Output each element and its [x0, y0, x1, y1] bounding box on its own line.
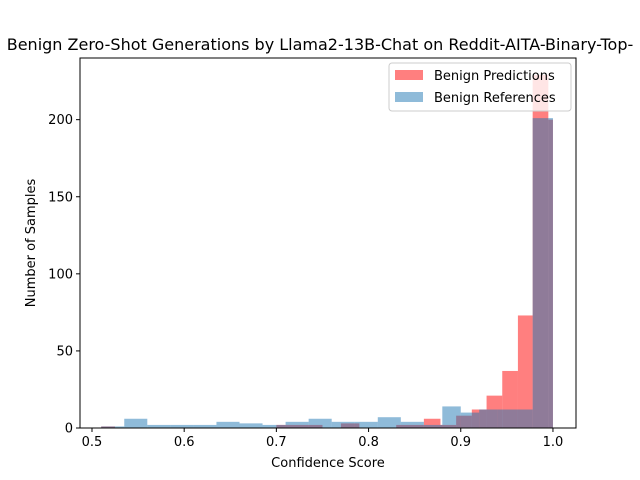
- histogram-bar: [239, 423, 263, 429]
- x-axis-ticks: 0.5 0.6 0.7 0.8 0.9 1.0: [82, 428, 564, 450]
- histogram-bar: [331, 421, 355, 428]
- legend-label-benign-references: Benign References: [434, 91, 556, 106]
- y-tick-label: 200: [48, 113, 73, 128]
- histogram-bar: [285, 421, 309, 428]
- histogram-bar: [442, 406, 461, 428]
- histogram-bar: [516, 409, 533, 428]
- y-axis-label: Number of Samples: [24, 179, 39, 308]
- histogram-bar: [193, 424, 217, 428]
- y-tick-label: 100: [48, 267, 73, 282]
- histogram-bar: [101, 426, 125, 428]
- series-benign-references: [101, 118, 553, 429]
- y-axis-ticks: 0 50 100 150 200: [48, 113, 80, 437]
- x-tick-label: 0.6: [174, 435, 195, 450]
- histogram-bar: [423, 418, 441, 428]
- legend-swatch-benign-references: [395, 92, 423, 102]
- histogram-bar: [124, 418, 148, 428]
- histogram-bar: [460, 412, 480, 428]
- histogram-bar: [170, 424, 194, 428]
- x-tick-label: 0.9: [450, 435, 471, 450]
- histogram-bar: [377, 417, 401, 428]
- legend-label-benign-predictions: Benign Predictions: [434, 69, 555, 84]
- histogram-bar: [147, 424, 171, 428]
- plot-frame: [79, 57, 577, 429]
- histogram-bar: [517, 315, 533, 428]
- x-tick-label: 0.7: [266, 435, 287, 450]
- histogram-bar: [308, 418, 332, 428]
- legend-swatch-benign-predictions: [395, 70, 423, 80]
- x-axis-label: Confidence Score: [271, 456, 385, 471]
- histogram-bar: [479, 409, 498, 428]
- legend: Benign Predictions Benign References: [388, 62, 572, 112]
- x-tick-label: 0.8: [358, 435, 379, 450]
- x-tick-label: 1.0: [543, 435, 564, 450]
- legend-box: [388, 62, 572, 112]
- y-tick-label: 0: [65, 422, 73, 437]
- histogram-bar: [216, 421, 240, 428]
- histogram-bar: [497, 409, 517, 428]
- histogram-bar: [400, 421, 424, 428]
- histogram-bar: [262, 424, 286, 428]
- y-tick-label: 50: [56, 344, 73, 359]
- histogram-bar: [423, 424, 443, 428]
- histogram-bar: [532, 118, 549, 429]
- chart-title: Benign Zero-Shot Generations by Llama2-1…: [7, 35, 634, 54]
- histogram-bar: [548, 118, 553, 429]
- x-tick-label: 0.5: [82, 435, 103, 450]
- y-tick-label: 150: [48, 190, 73, 205]
- histogram-bar: [354, 421, 378, 428]
